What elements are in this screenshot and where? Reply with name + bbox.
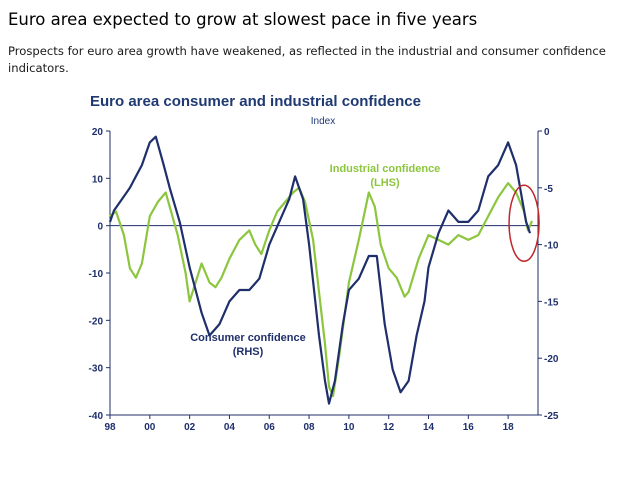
highlight-circle bbox=[508, 184, 540, 263]
x-tick-label: 14 bbox=[423, 422, 435, 433]
consumer-series-label-suffix: (RHS) bbox=[233, 346, 264, 358]
x-tick-label: 06 bbox=[264, 422, 276, 433]
right-tick-label: -20 bbox=[544, 354, 559, 365]
consumer-series-label: Consumer confidence bbox=[190, 332, 306, 344]
x-tick-label: 02 bbox=[184, 422, 196, 433]
x-tick-label: 08 bbox=[304, 422, 316, 433]
right-tick-label: -15 bbox=[544, 297, 559, 308]
x-tick-label: 12 bbox=[383, 422, 395, 433]
chart-title: Euro area consumer and industrial confid… bbox=[90, 93, 421, 110]
slide-title: Euro area expected to grow at slowest pa… bbox=[8, 10, 478, 29]
x-tick-label: 98 bbox=[104, 422, 116, 433]
left-tick-label: -30 bbox=[89, 364, 104, 375]
x-tick-label: 18 bbox=[503, 422, 515, 433]
left-tick-label: -10 bbox=[89, 269, 104, 280]
x-tick-label: 16 bbox=[463, 422, 475, 433]
x-tick-label: 04 bbox=[224, 422, 236, 433]
left-tick-label: -20 bbox=[89, 316, 104, 327]
x-tick-label: 10 bbox=[343, 422, 355, 433]
x-tick-label: 00 bbox=[144, 422, 156, 433]
consumer-confidence-line bbox=[108, 135, 532, 405]
industrial-confidence-line bbox=[109, 182, 534, 398]
left-tick-label: 10 bbox=[92, 174, 104, 185]
industrial-series-label: Industrial confidence bbox=[330, 163, 441, 175]
right-tick-label: -10 bbox=[544, 241, 559, 252]
right-tick-label: 0 bbox=[544, 127, 550, 138]
left-tick-label: 20 bbox=[92, 127, 104, 138]
slide-subtitle: Prospects for euro area growth have weak… bbox=[8, 44, 606, 75]
left-tick-label: -40 bbox=[89, 411, 104, 422]
industrial-series-label-suffix: (LHS) bbox=[370, 177, 400, 189]
right-tick-label: -5 bbox=[544, 184, 553, 195]
right-tick-label: -25 bbox=[544, 411, 559, 422]
left-tick-label: 0 bbox=[97, 222, 103, 233]
units-label: Index bbox=[311, 116, 335, 127]
